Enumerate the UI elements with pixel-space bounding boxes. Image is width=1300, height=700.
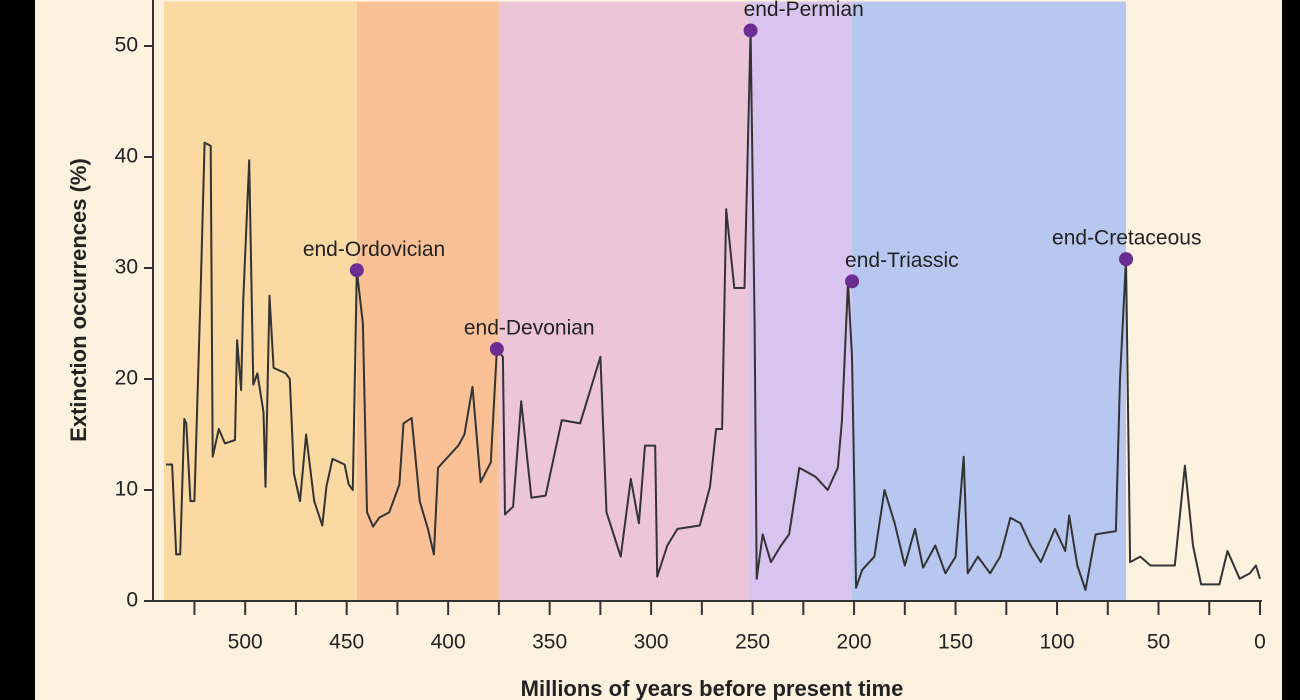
x-tick-label: 400 (431, 631, 466, 654)
event-marker (489, 342, 504, 357)
event-marker (743, 23, 758, 38)
x-tick-label: 200 (837, 631, 872, 654)
event-label: end-Ordovician (303, 238, 445, 261)
period-band (852, 1, 1127, 602)
x-tick-label: 0 (1254, 631, 1266, 654)
x-tick-label: 450 (329, 631, 364, 654)
x-tick-label: 50 (1147, 631, 1170, 654)
event-marker (845, 274, 860, 289)
period-band (356, 1, 499, 602)
y-tick-label: 30 (115, 256, 138, 279)
y-tick-label: 50 (115, 34, 138, 57)
y-tick-label: 10 (115, 478, 138, 501)
x-tick-label: 150 (938, 631, 973, 654)
y-tick-label: 20 (115, 367, 138, 390)
event-label: end-Triassic (845, 249, 959, 272)
x-tick-label: 500 (228, 631, 263, 654)
event-marker (349, 263, 364, 278)
y-tick-label: 0 (126, 589, 138, 612)
x-tick-label: 350 (532, 631, 567, 654)
event-label: end-Cretaceous (1052, 227, 1201, 250)
event-marker (1119, 252, 1134, 267)
x-tick-label: 100 (1040, 631, 1075, 654)
period-band (164, 1, 357, 602)
period-band (748, 1, 853, 602)
x-tick-label: 250 (735, 631, 770, 654)
y-axis-title: Extinction occurrences (%) (66, 158, 91, 442)
period-band (498, 1, 749, 602)
event-label: end-Permian (744, 0, 864, 21)
x-tick-label: 300 (634, 631, 669, 654)
y-tick-label: 40 (115, 145, 138, 168)
extinction-line (166, 29, 1261, 591)
event-label: end-Devonian (464, 317, 595, 340)
x-axis-title: Millions of years before present time (521, 676, 904, 700)
